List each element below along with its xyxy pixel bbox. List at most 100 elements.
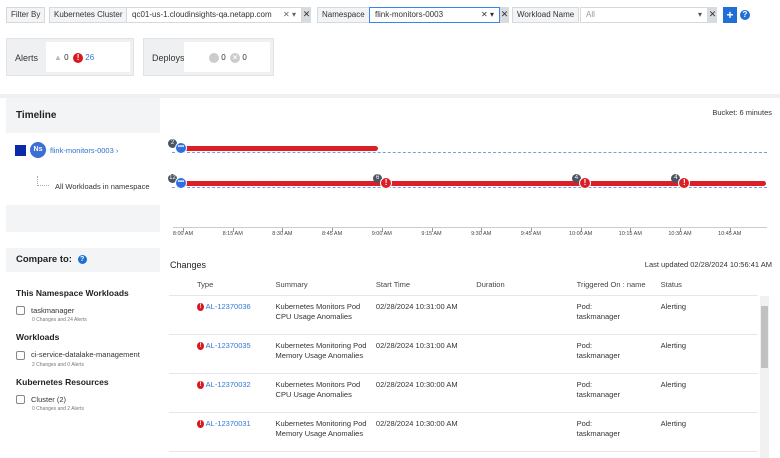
workload-select[interactable]: All ▾ [580, 7, 708, 23]
critical-icon: ! [197, 341, 204, 350]
cluster-select[interactable]: qc01-us-1.cloudinsights-qa.netapp.com ✕ ▾ [126, 7, 302, 23]
table-row[interactable]: ! AL-12370031 Kubernetes Monitoring Pod … [169, 412, 758, 452]
help-icon[interactable]: ? [77, 254, 87, 264]
cluster-value: qc01-us-1.cloudinsights-qa.netapp.com [132, 10, 272, 19]
remove-workload-filter-icon[interactable]: ✕ [708, 7, 717, 23]
compare-item-summary: 2 Changes and 0 Alerts [32, 361, 84, 368]
namespace-icon: Ns [30, 142, 46, 158]
event-count-badge: 6 [373, 174, 383, 183]
changes-title: Changes [170, 260, 207, 270]
x-tick-label: 10:30 AM [668, 231, 692, 237]
chevron-right-icon[interactable]: › [115, 146, 119, 155]
workload-value: All [586, 10, 595, 19]
alert-id-link[interactable]: AL-12370031 [205, 418, 251, 428]
more-events-icon[interactable]: ••• [175, 177, 187, 189]
start-time-cell: 02/28/2024 10:30:00 AM [375, 373, 477, 413]
x-tick [332, 228, 334, 232]
table-header: Type Summary Start Time Duration Triggered O… [169, 274, 758, 296]
remove-cluster-filter-icon[interactable]: ✕ [302, 7, 311, 23]
alert-event-icon[interactable]: ! [380, 177, 393, 189]
critical-icon: ! [197, 302, 204, 311]
triggered-on-cell: Pod: taskmanager [576, 334, 661, 374]
alerts-label: Alerts [15, 53, 39, 63]
workload-label: Workload Name [512, 7, 580, 23]
start-time-cell: 02/28/2024 10:30:00 AM [375, 412, 477, 452]
compare-checkbox[interactable] [16, 350, 25, 360]
compare-item-summary: 0 Changes and 2 Alerts [32, 406, 84, 413]
deploy-lock-icon [209, 52, 219, 63]
duration-cell [476, 334, 577, 374]
table-row[interactable]: ! AL-12370036 Kubernetes Monitors Pod CP… [169, 295, 758, 335]
x-axis [173, 227, 767, 228]
namespace-link[interactable]: flink-monitors-0003 › [50, 146, 118, 155]
summary-cell: Kubernetes Monitors Pod CPU Usage Anomal… [275, 373, 376, 413]
help-icon[interactable]: ? [740, 10, 750, 20]
chevron-down-icon[interactable]: ▾ [697, 10, 702, 19]
start-time-cell: 02/28/2024 10:31:00 AM [375, 295, 477, 335]
alert-id-link[interactable]: AL-12370032 [205, 379, 251, 389]
alert-event-icon[interactable]: ! [678, 177, 691, 189]
x-tick-label: 9:30 AM [471, 231, 492, 237]
compare-item[interactable]: taskmanager [16, 306, 156, 316]
warning-count: 0 [64, 53, 69, 62]
tree-connector [37, 176, 49, 186]
status-cell: Alerting [660, 295, 758, 335]
x-tick [580, 228, 582, 232]
x-tick-label: 8:00 AM [172, 231, 194, 237]
event-count-badge: 2 [168, 139, 177, 148]
x-tick [183, 228, 184, 232]
table-row[interactable]: ! AL-12370032 Kubernetes Monitors Pod CP… [169, 373, 758, 413]
column-header[interactable]: Start Time [375, 274, 477, 296]
column-header[interactable]: Duration [476, 274, 577, 296]
event-bar[interactable] [183, 146, 379, 151]
bucket-label: Bucket: 6 minutes [712, 108, 772, 117]
dropdown-icon[interactable]: ✕ ▾ [283, 10, 296, 19]
column-header[interactable]: Summary [275, 274, 376, 296]
row-baseline [172, 152, 767, 153]
x-tick [481, 228, 483, 232]
start-time-cell: 02/28/2024 10:31:00 AM [375, 334, 477, 374]
x-tick-label: 9:45 AM [520, 231, 541, 237]
filter-by-label: Filter By [6, 7, 46, 23]
scrollbar-track[interactable] [760, 296, 769, 458]
add-filter-button[interactable]: + [723, 7, 737, 23]
column-header[interactable]: Status [660, 274, 758, 296]
x-tick [729, 228, 731, 232]
x-tick [530, 228, 532, 232]
critical-count[interactable]: 26 [85, 53, 95, 62]
column-header[interactable]: Type [169, 274, 276, 296]
event-bar[interactable] [183, 181, 767, 186]
deploy-count-b: 0 [242, 53, 247, 62]
dropdown-icon[interactable]: ✕ ▾ [481, 10, 494, 19]
remove-namespace-filter-icon[interactable]: ✕ [500, 7, 509, 23]
compare-item[interactable]: Cluster (2) [16, 394, 156, 405]
status-cell: Alerting [660, 373, 758, 413]
table-row[interactable]: ! AL-12370035 Kubernetes Monitoring Pod … [169, 334, 758, 374]
event-count-badge: 12 [168, 174, 177, 183]
compare-item[interactable]: ci-service-datalake-management [16, 350, 156, 360]
x-tick-label: 8:45 AM [322, 231, 343, 237]
triggered-on-cell: Pod: taskmanager [576, 373, 661, 413]
duration-cell [476, 295, 577, 335]
event-count-badge: 4 [671, 174, 681, 183]
timeline-rows-panel [6, 133, 160, 205]
namespace-select[interactable]: flink-monitors-0003 ✕ ▾ [369, 7, 500, 23]
scrollbar-thumb[interactable] [761, 306, 768, 368]
alert-event-icon[interactable]: ! [578, 177, 591, 189]
compare-checkbox[interactable] [16, 306, 25, 316]
x-tick [680, 228, 681, 232]
column-header[interactable]: Triggered On : name [576, 274, 661, 296]
x-tick [431, 228, 433, 232]
compare-title: Compare to: ? [16, 254, 87, 265]
namespace-name[interactable]: flink-monitors-0003 [50, 146, 114, 155]
compare-item-label: Cluster (2) [31, 394, 67, 404]
deploys-label: Deploys [152, 53, 185, 63]
x-tick [282, 228, 284, 232]
alerts-card: Alerts ▲ 0 ! 26 [6, 38, 134, 76]
alert-id-link[interactable]: AL-12370035 [205, 340, 251, 350]
compare-checkbox[interactable] [16, 395, 25, 405]
more-events-icon[interactable]: ••• [175, 142, 187, 154]
x-tick-label: 8:15 AM [222, 231, 243, 237]
namespace-label: Namespace [317, 7, 370, 23]
alert-id-link[interactable]: AL-12370036 [205, 301, 251, 311]
